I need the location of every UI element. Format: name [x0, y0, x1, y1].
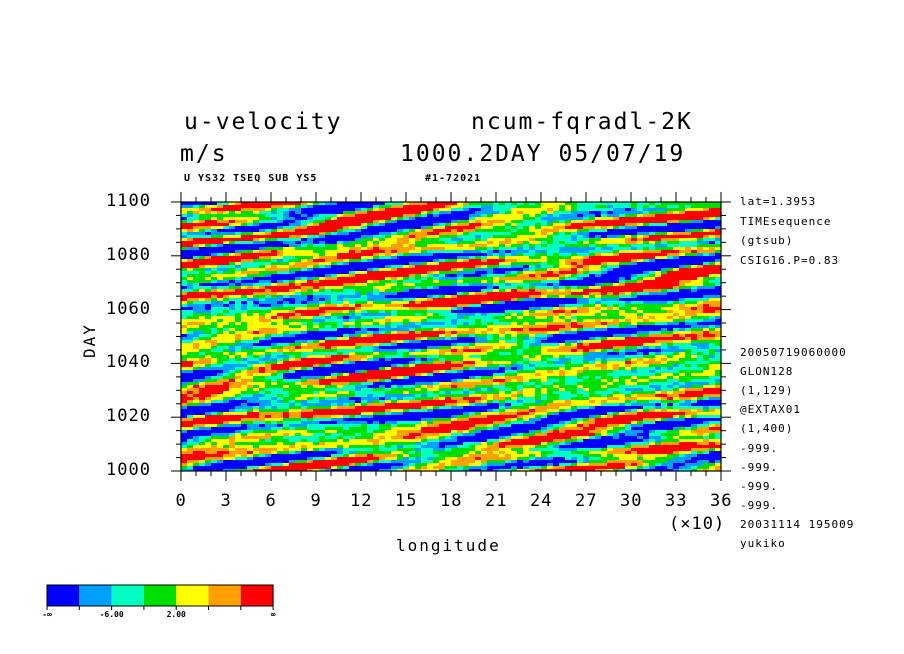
y-tick-label: 1040	[106, 352, 151, 373]
side-info-line: (1,129)	[740, 384, 794, 398]
x-tick-label: 9	[310, 491, 322, 511]
axis-ticks	[171, 192, 731, 481]
colorbar-swatch	[208, 585, 241, 606]
side-info-line: -999.	[740, 460, 779, 474]
subtitle-right: #1-72021	[425, 173, 482, 184]
side-info-line: -999.	[740, 441, 779, 455]
side-info-line: (1,400)	[740, 422, 794, 436]
colorbar-swatch	[111, 585, 144, 606]
colorbar-label: -∞	[42, 610, 52, 619]
x-tick-label: 3	[220, 491, 232, 511]
colorbar	[46, 584, 274, 610]
chart-title: u-velocity	[184, 109, 343, 135]
x-tick-label: 21	[485, 491, 508, 511]
heatmap-field	[181, 202, 721, 471]
side-info-line: CSIG16.P=0.83	[740, 253, 840, 267]
experiment-name: ncum-fqradl-2K	[471, 109, 693, 135]
y-axis-label: DAY	[80, 323, 99, 358]
y-tick-label: 1060	[106, 298, 151, 319]
colorbar-swatch	[176, 585, 209, 606]
x-tick-label: 0	[175, 491, 187, 511]
x-tick-label: 30	[620, 491, 643, 511]
colorbar-swatch	[143, 585, 177, 606]
side-info-line: TIMEsequence	[740, 214, 832, 228]
x-tick-label: 18	[440, 491, 463, 511]
x-tick-label: 12	[350, 491, 373, 511]
time-info: 1000.2DAY 05/07/19	[400, 141, 686, 167]
x-axis-label: longitude	[396, 536, 501, 555]
colorbar-swatch	[47, 585, 80, 606]
side-info-line: lat=1.3953	[740, 195, 817, 208]
side-info-line: @EXTAX01	[740, 403, 801, 417]
subtitle-left: U YS32 TSEQ SUB YS5	[184, 173, 318, 184]
x-multiplier: (×10)	[669, 514, 726, 534]
colorbar-swatch	[240, 585, 274, 606]
x-tick-label: 15	[395, 491, 418, 511]
colorbar-label: ∞	[270, 610, 276, 619]
colorbar-swatch	[79, 585, 112, 606]
side-info-line: yukiko	[740, 537, 786, 550]
x-tick-label: 24	[530, 491, 553, 511]
x-tick-label: 27	[575, 491, 598, 511]
colorbar-label: -6.00	[99, 610, 124, 619]
y-tick-label: 1020	[106, 406, 151, 427]
colorbar-label: 2.00	[166, 610, 186, 619]
side-info-line: (gtsub)	[740, 234, 794, 247]
x-tick-label: 36	[710, 491, 733, 511]
units-label: m/s	[180, 141, 228, 167]
colorbar-frame	[46, 584, 274, 607]
side-info-line: -999.	[740, 498, 779, 512]
side-info-line: 20031114 195009	[740, 517, 855, 531]
y-tick-label: 1100	[106, 191, 151, 211]
side-info-line: -999.	[740, 479, 779, 493]
y-tick-label: 1080	[106, 244, 151, 265]
x-tick-label: 33	[665, 491, 688, 511]
side-info-line: 20050719060000	[740, 346, 847, 359]
y-tick-label: 1000	[106, 460, 151, 480]
side-info-line: GLON128	[740, 365, 794, 379]
x-tick-label: 6	[265, 491, 277, 511]
